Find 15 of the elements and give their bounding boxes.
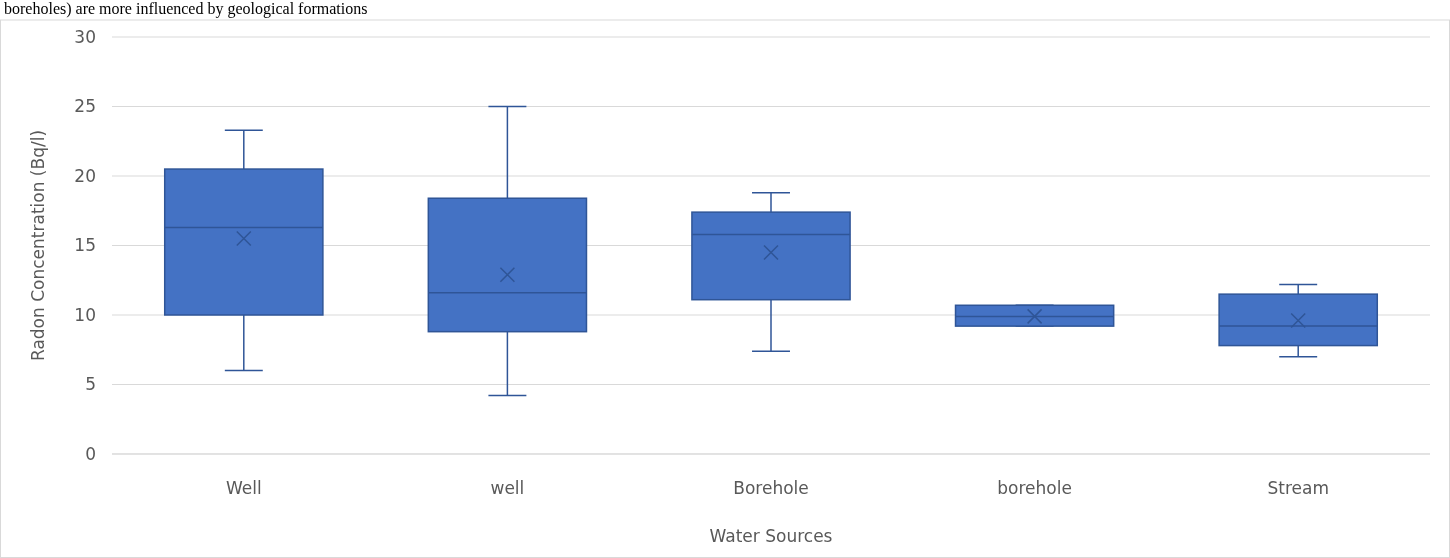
x-tick-label: Stream xyxy=(1267,478,1329,498)
y-tick-label: 5 xyxy=(85,374,96,395)
y-tick-label: 20 xyxy=(74,165,96,186)
x-tick-label: Well xyxy=(225,478,262,498)
x-tick-label: borehole xyxy=(997,478,1072,498)
y-tick-label: 30 xyxy=(74,26,96,47)
y-tick-label: 25 xyxy=(74,96,96,117)
y-tick-label: 0 xyxy=(85,443,96,464)
x-axis-title: Water Sources xyxy=(709,526,833,546)
text: boreholes) are more influenced by geological formations xyxy=(4,0,368,18)
y-tick-label: 15 xyxy=(74,235,96,256)
x-tick-label: well xyxy=(490,478,525,498)
y-axis-title: Radon Concentration (Bq/l) xyxy=(28,129,48,362)
y-tick-label: 10 xyxy=(74,304,96,325)
x-tick-label: Borehole xyxy=(733,478,809,498)
